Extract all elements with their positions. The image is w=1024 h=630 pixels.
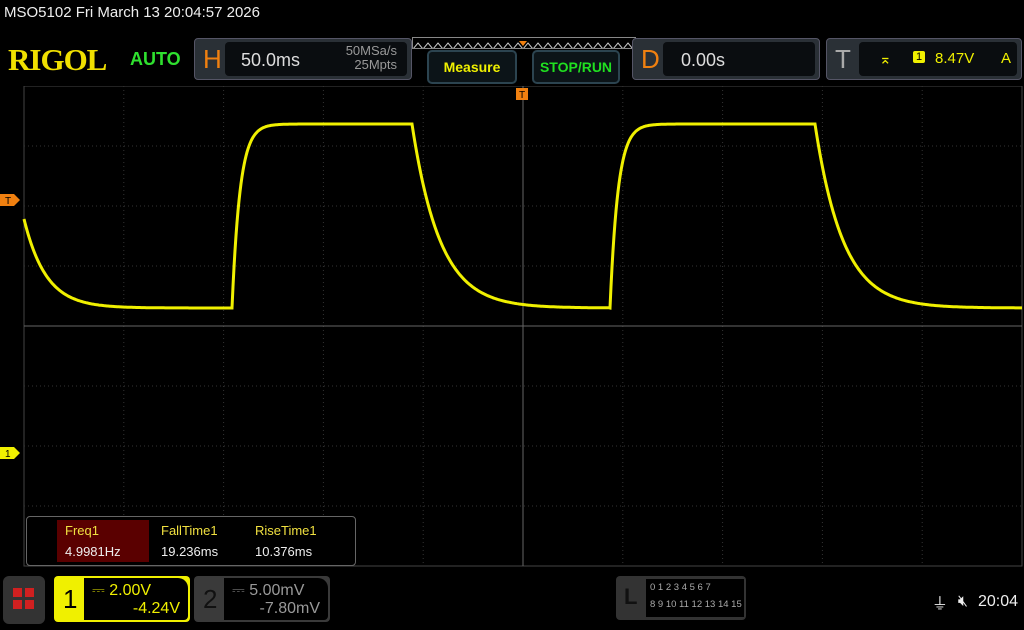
trigger-panel[interactable]: T ⌅ 1 8.47V A xyxy=(826,38,1022,80)
memory-depth: 25Mpts xyxy=(354,57,397,72)
waveform-display[interactable]: T T 1 xyxy=(0,86,1024,570)
clock-time: 20:04 xyxy=(977,593,1018,610)
channel-2-scale: ⎓ 5.00mV xyxy=(232,582,305,599)
delay-letter: D xyxy=(641,44,660,74)
channel-1-offset: -4.24V xyxy=(132,600,180,617)
memory-overview-strip xyxy=(412,37,636,49)
channel-2-offset: -7.80mV xyxy=(259,600,320,617)
delay-panel[interactable]: D 0.00s xyxy=(632,38,820,80)
trigger-source: 1 xyxy=(913,51,926,63)
logic-row-1: 0 1 2 3 4 5 6 7 xyxy=(650,582,711,593)
stop-run-button[interactable]: STOP/RUN xyxy=(532,50,620,84)
measurement-freq: Freq1 4.9981Hz xyxy=(57,520,149,562)
rigol-logo: RIGOL xyxy=(8,42,107,77)
channel-1-panel[interactable]: 1 ⎓ 2.00V -4.24V xyxy=(54,576,190,622)
channel-2-number: 2 xyxy=(203,584,218,614)
svg-text:T: T xyxy=(519,90,525,101)
trigger-level: 8.47V xyxy=(935,50,975,67)
ch1-offset-marker: 1 xyxy=(0,447,20,460)
sample-rate: 50MSa/s xyxy=(345,43,397,58)
graticule xyxy=(23,86,1023,567)
menu-grid-icon xyxy=(13,588,34,609)
logic-letter: L xyxy=(624,584,638,609)
channel-1-number: 1 xyxy=(63,584,78,614)
svg-text:1: 1 xyxy=(5,449,11,460)
logic-panel[interactable]: L 0 1 2 3 4 5 6 7 8 9 10 11 12 13 14 15 xyxy=(616,576,746,620)
ch1-waveform xyxy=(22,122,1022,310)
sweep-mode: A xyxy=(1001,50,1012,67)
usb-icon: ⏚ xyxy=(931,596,948,613)
delay-value: 0.00s xyxy=(681,50,726,70)
channel-2-panel[interactable]: 2 ⎓ 5.00mV -7.80mV xyxy=(194,576,330,622)
measure-button[interactable]: Measure xyxy=(427,50,517,84)
trigger-letter: T xyxy=(835,44,851,74)
trigger-level-marker: T xyxy=(0,194,20,207)
timebase-value: 50.0ms xyxy=(241,50,301,70)
speaker-muted-icon[interactable]: 🔇︎ xyxy=(957,593,968,610)
title-bar: MSO5102 Fri March 13 20:04:57 2026 xyxy=(4,4,260,21)
measurement-panel: Freq1 4.9981Hz FallTime1 19.236ms RiseTime… xyxy=(26,516,356,566)
trigger-position-marker: T xyxy=(516,88,528,101)
horizontal-letter: H xyxy=(203,44,222,74)
measurement-risetime: RiseTime1 10.376ms xyxy=(255,523,317,559)
main-menu-button[interactable] xyxy=(3,576,45,624)
rising-edge-icon: ⌅ xyxy=(879,51,892,68)
channel-1-scale: ⎓ 2.00V xyxy=(92,582,152,599)
logic-row-2: 8 9 10 11 12 13 14 15 xyxy=(650,599,742,610)
svg-text:T: T xyxy=(5,196,11,207)
measurement-falltime: FallTime1 19.236ms xyxy=(161,523,219,559)
trigger-mode: AUTO xyxy=(130,49,181,69)
horizontal-panel[interactable]: H 50.0ms 50MSa/s 25Mpts xyxy=(194,38,412,80)
